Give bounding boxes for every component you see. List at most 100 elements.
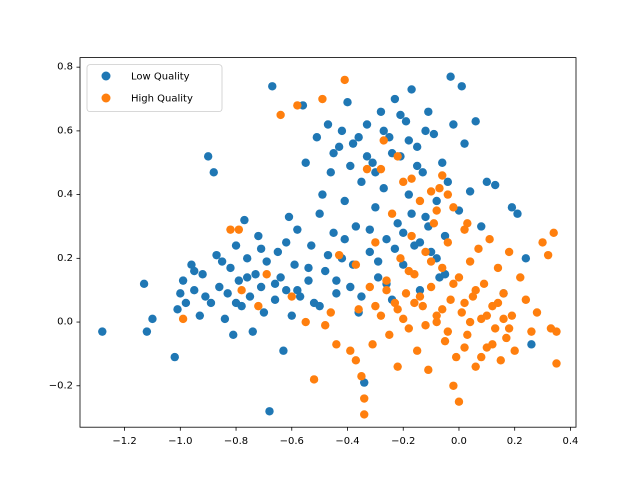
data-point bbox=[187, 260, 196, 269]
x-tick-label: −0.8 bbox=[224, 436, 248, 447]
y-axis: −0.2 0.0 0.2 0.4 0.6 0.8 bbox=[49, 62, 80, 391]
data-point bbox=[407, 231, 416, 241]
data-point bbox=[396, 254, 405, 263]
data-point bbox=[418, 168, 427, 177]
data-point bbox=[229, 330, 238, 339]
data-point bbox=[201, 292, 210, 301]
data-point bbox=[98, 327, 107, 336]
x-tick: 0.4 bbox=[562, 427, 578, 447]
data-point bbox=[301, 158, 310, 167]
data-point bbox=[287, 292, 296, 301]
data-point bbox=[438, 305, 447, 314]
data-point bbox=[443, 327, 453, 336]
data-point bbox=[482, 311, 492, 320]
data-point bbox=[454, 397, 464, 406]
data-point bbox=[521, 254, 531, 263]
legend-marker-low-quality bbox=[101, 71, 111, 81]
data-point bbox=[496, 356, 505, 365]
data-point bbox=[376, 107, 386, 116]
data-point bbox=[549, 228, 558, 238]
data-point bbox=[231, 241, 241, 250]
data-point bbox=[329, 228, 338, 238]
data-point bbox=[390, 298, 400, 308]
data-point bbox=[412, 142, 422, 152]
data-point bbox=[468, 292, 478, 301]
data-point bbox=[376, 311, 386, 320]
data-point bbox=[332, 340, 341, 349]
data-point bbox=[256, 244, 266, 253]
data-point bbox=[438, 171, 447, 180]
data-point bbox=[318, 94, 327, 104]
data-point bbox=[142, 327, 152, 336]
data-point bbox=[270, 295, 280, 304]
data-point bbox=[426, 187, 436, 196]
data-point bbox=[254, 231, 263, 241]
data-point bbox=[368, 340, 377, 349]
data-point bbox=[309, 375, 319, 384]
data-point bbox=[463, 330, 472, 339]
data-point bbox=[254, 301, 263, 311]
data-point bbox=[390, 94, 400, 104]
data-point bbox=[284, 212, 294, 222]
data-point bbox=[435, 184, 444, 193]
data-point bbox=[203, 152, 213, 161]
y-tick-label: 0.6 bbox=[57, 125, 73, 136]
data-point bbox=[393, 152, 402, 161]
data-point bbox=[527, 340, 536, 349]
data-point bbox=[248, 327, 257, 336]
data-point bbox=[485, 235, 494, 244]
data-point bbox=[387, 209, 397, 218]
data-point bbox=[404, 190, 414, 199]
data-point bbox=[401, 117, 411, 126]
data-point bbox=[337, 126, 347, 136]
x-axis: −1.2 −1.0 −0.8 −0.6 −0.4 −0.2 0.0 0.2 0.… bbox=[112, 427, 578, 447]
data-point bbox=[371, 301, 380, 311]
data-point bbox=[251, 270, 260, 279]
data-point bbox=[404, 136, 414, 145]
data-point bbox=[507, 203, 517, 212]
data-point bbox=[212, 250, 221, 260]
x-tick: −1.2 bbox=[112, 427, 137, 447]
data-point bbox=[499, 314, 508, 324]
data-point bbox=[429, 219, 439, 228]
data-point bbox=[226, 263, 235, 273]
data-point bbox=[360, 394, 369, 403]
x-tick-label: 0.2 bbox=[507, 436, 523, 447]
data-point bbox=[532, 308, 542, 317]
data-point bbox=[465, 257, 475, 266]
data-point bbox=[429, 129, 439, 139]
y-tick: 0.0 bbox=[57, 317, 80, 328]
data-point bbox=[407, 209, 416, 218]
data-point bbox=[460, 298, 469, 308]
data-point bbox=[206, 298, 216, 308]
data-point bbox=[543, 250, 553, 260]
data-point bbox=[396, 110, 405, 120]
y-tick: −0.2 bbox=[49, 380, 80, 391]
data-point bbox=[493, 298, 503, 308]
plot-frame bbox=[79, 57, 577, 428]
data-point bbox=[552, 359, 561, 368]
x-tick-label: −0.6 bbox=[280, 436, 304, 447]
data-point bbox=[231, 298, 241, 308]
series-low-quality bbox=[98, 72, 536, 416]
data-point bbox=[443, 177, 453, 187]
data-point bbox=[438, 158, 447, 167]
data-point bbox=[242, 254, 252, 263]
data-point bbox=[379, 126, 388, 136]
data-point bbox=[209, 168, 218, 177]
data-point bbox=[307, 241, 316, 250]
data-point bbox=[507, 311, 517, 320]
data-point bbox=[477, 352, 486, 362]
data-point bbox=[407, 174, 416, 183]
data-point bbox=[460, 139, 469, 148]
data-point bbox=[334, 250, 344, 260]
y-tick-label: −0.2 bbox=[49, 380, 73, 391]
data-point bbox=[287, 311, 296, 320]
data-point bbox=[217, 257, 227, 266]
data-point bbox=[421, 321, 430, 330]
data-point bbox=[357, 372, 366, 381]
data-point bbox=[488, 340, 497, 349]
data-point bbox=[418, 301, 427, 311]
data-point bbox=[181, 298, 191, 308]
y-tick-label: 0.8 bbox=[57, 62, 73, 73]
